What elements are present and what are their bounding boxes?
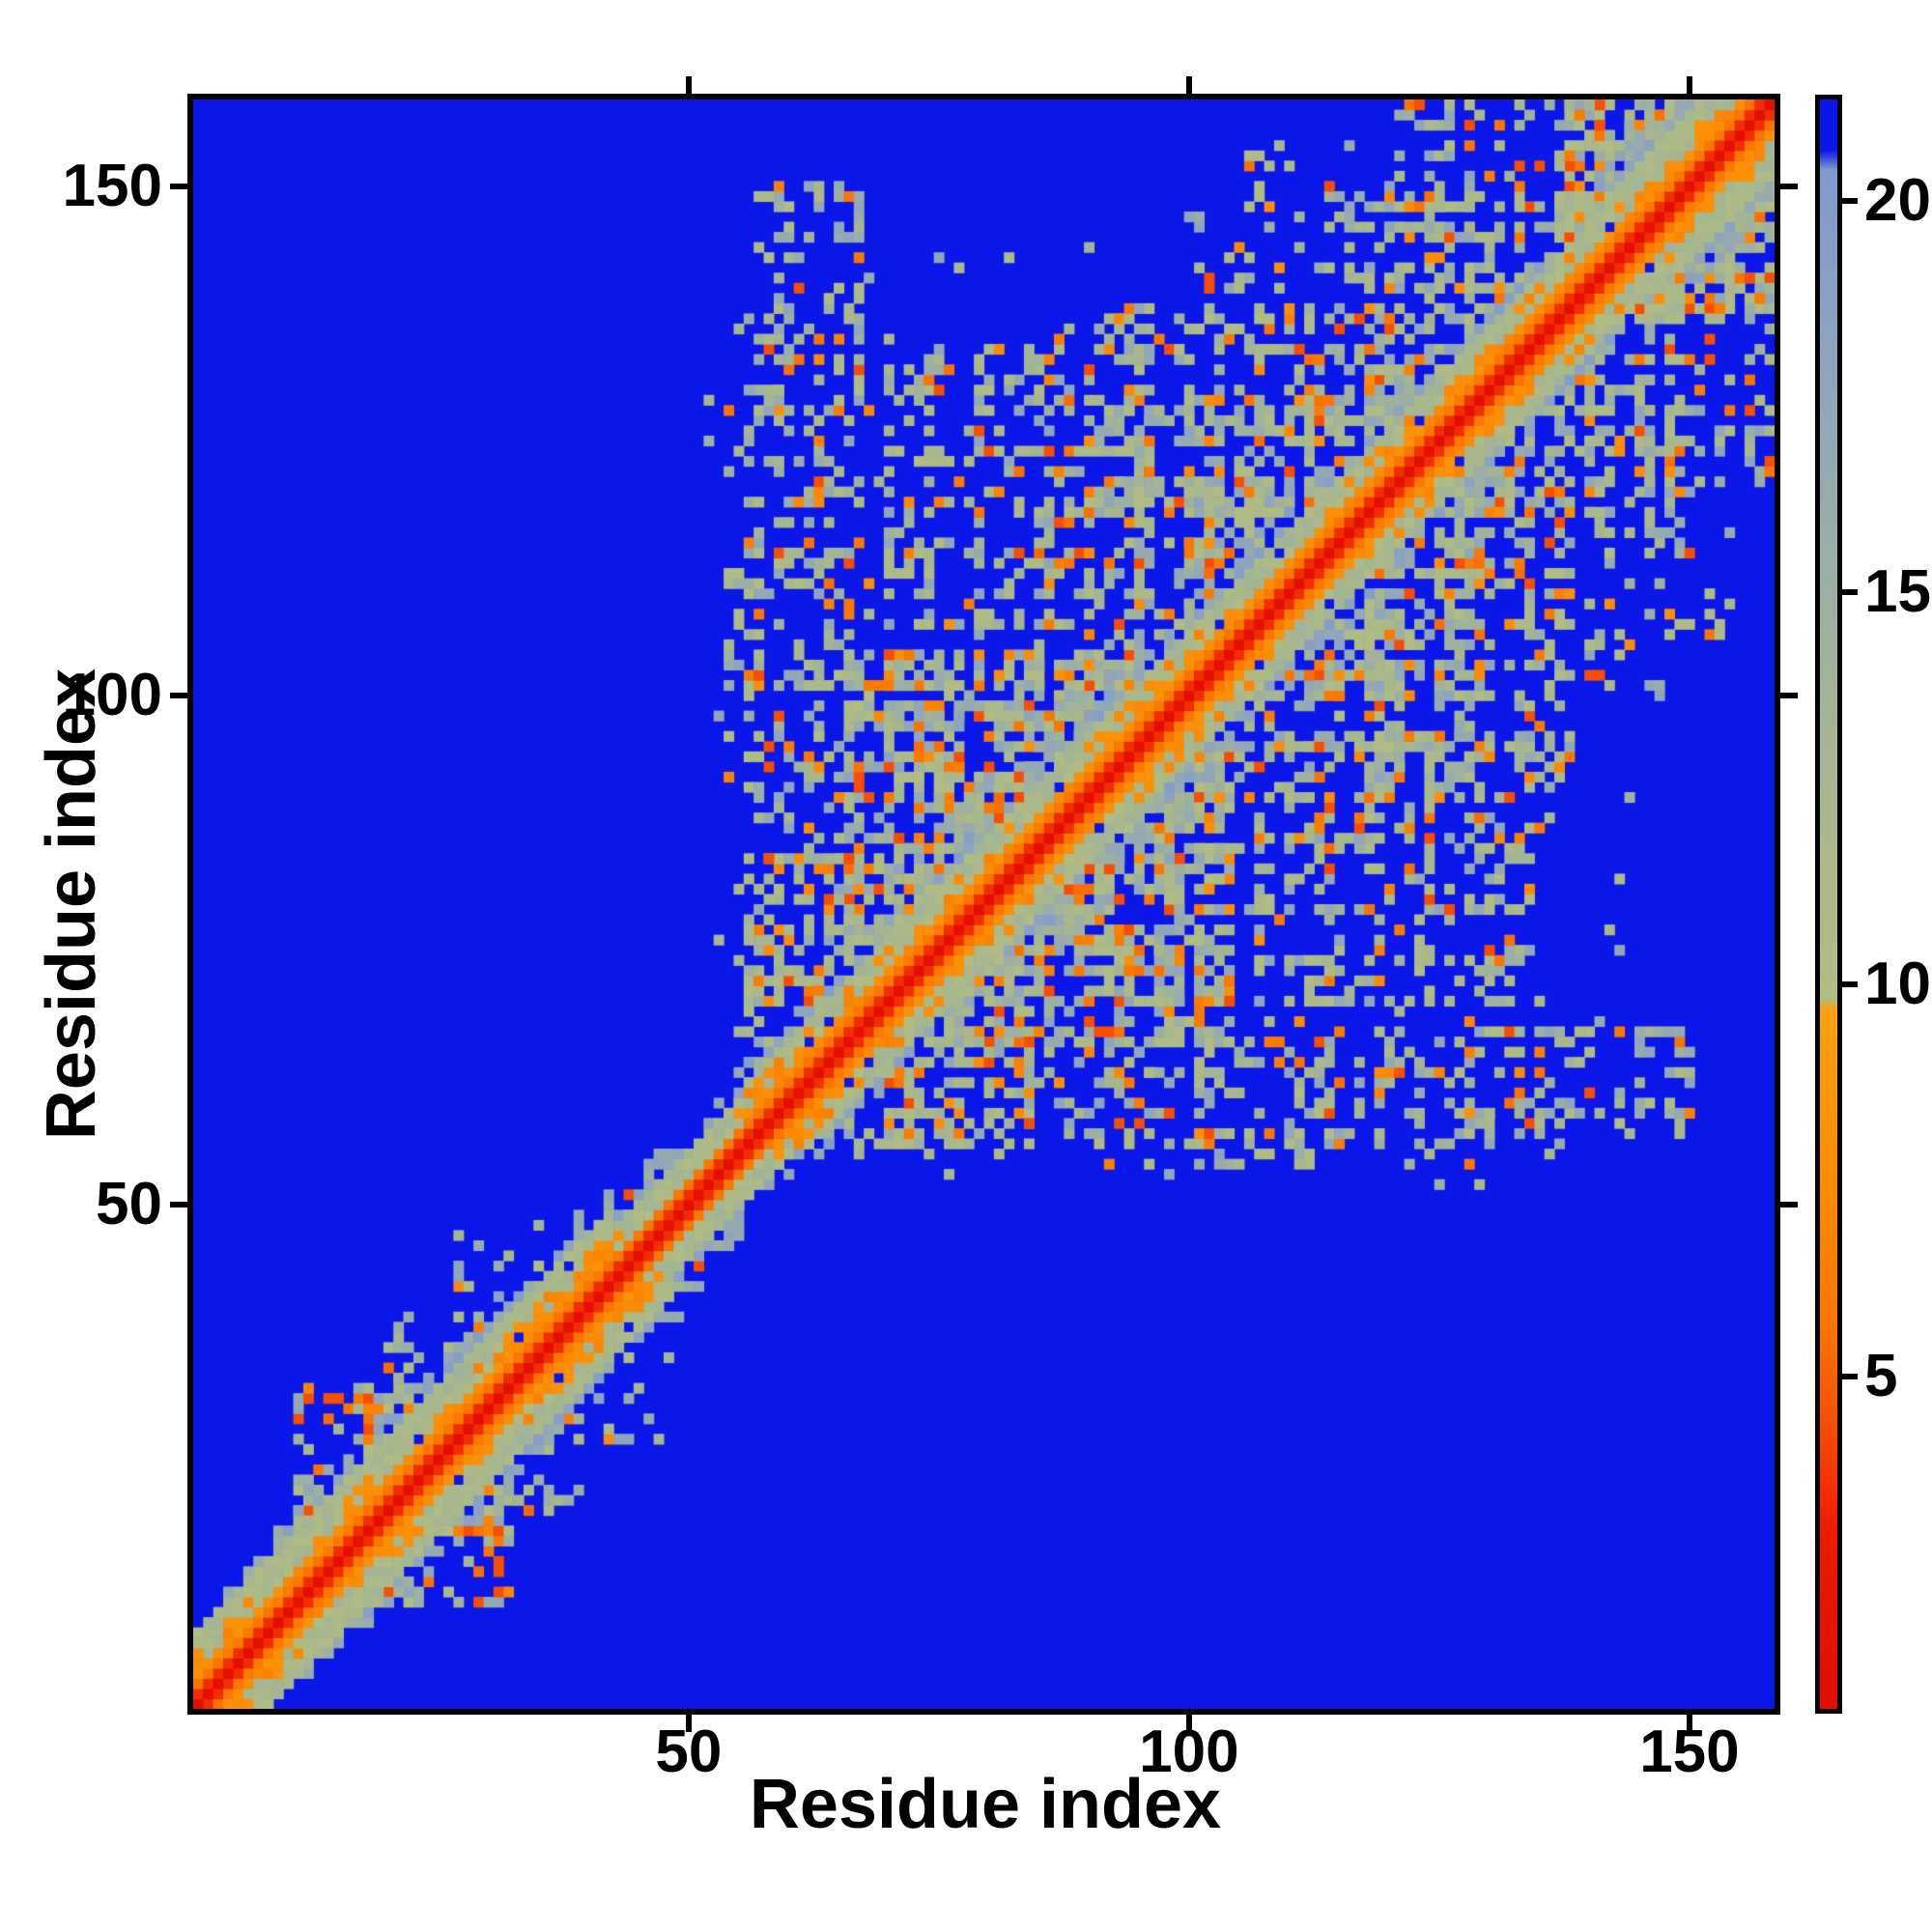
colorbar-canvas — [1820, 99, 1837, 1709]
y-tick-label: 50 — [96, 1171, 162, 1238]
y-tick-label: 150 — [62, 152, 162, 219]
x-tick-mark — [1185, 1715, 1192, 1732]
y-tick-mark-right — [1780, 1202, 1798, 1208]
y-tick-mark-right — [1780, 692, 1798, 698]
colorbar-tick-mark — [1842, 981, 1858, 988]
plot-frame — [187, 94, 1780, 1715]
colorbar-frame — [1815, 95, 1842, 1714]
x-tick-mark-top — [685, 76, 692, 94]
x-tick-mark — [685, 1715, 692, 1732]
y-axis-label: Residue index — [33, 668, 110, 1141]
y-tick-mark-right — [1780, 183, 1798, 189]
x-tick-label: 50 — [655, 1719, 723, 1785]
colorbar-tick-label: 5 — [1864, 1342, 1898, 1409]
x-tick-mark-top — [1686, 76, 1692, 94]
x-tick-mark — [1686, 1715, 1692, 1732]
x-axis-label: Residue index — [749, 1766, 1222, 1843]
heatmap-canvas — [193, 99, 1775, 1709]
colorbar-tick-label: 20 — [1864, 166, 1931, 234]
colorbar-tick-mark — [1842, 589, 1858, 596]
colorbar-tick-mark — [1842, 1373, 1858, 1379]
y-tick-label: 100 — [62, 661, 162, 728]
colorbar-tick-label: 10 — [1864, 951, 1931, 1018]
colorbar-tick-mark — [1842, 197, 1858, 204]
y-tick-mark — [170, 692, 187, 698]
x-tick-label: 100 — [1139, 1719, 1239, 1785]
x-tick-mark-top — [1185, 76, 1192, 94]
colorbar-tick-label: 15 — [1864, 558, 1931, 626]
y-tick-mark — [170, 183, 187, 189]
y-tick-mark — [170, 1202, 187, 1208]
x-tick-label: 150 — [1639, 1719, 1740, 1785]
